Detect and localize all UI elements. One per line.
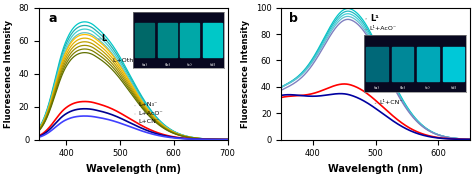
Text: L¹+AcO⁻: L¹+AcO⁻ (370, 26, 397, 31)
Text: a: a (48, 12, 57, 25)
Text: L+AcO⁻: L+AcO⁻ (138, 111, 163, 116)
Text: L+Other anions: L+Other anions (113, 58, 163, 63)
Text: L+N₃⁻: L+N₃⁻ (138, 102, 157, 108)
Text: L: L (101, 35, 107, 43)
X-axis label: Wavelength (nm): Wavelength (nm) (86, 164, 181, 174)
Text: L+CN⁻: L+CN⁻ (138, 119, 159, 124)
Text: b: b (289, 12, 298, 25)
Text: L¹+CN⁻: L¹+CN⁻ (379, 100, 403, 105)
Text: L¹: L¹ (370, 14, 379, 23)
Y-axis label: Fluorescence Intensity: Fluorescence Intensity (241, 20, 250, 128)
Y-axis label: Fluorescence Intensity: Fluorescence Intensity (4, 20, 13, 128)
Text: L¹+N₃⁻: L¹+N₃⁻ (379, 88, 401, 93)
X-axis label: Wavelength (nm): Wavelength (nm) (328, 164, 423, 174)
